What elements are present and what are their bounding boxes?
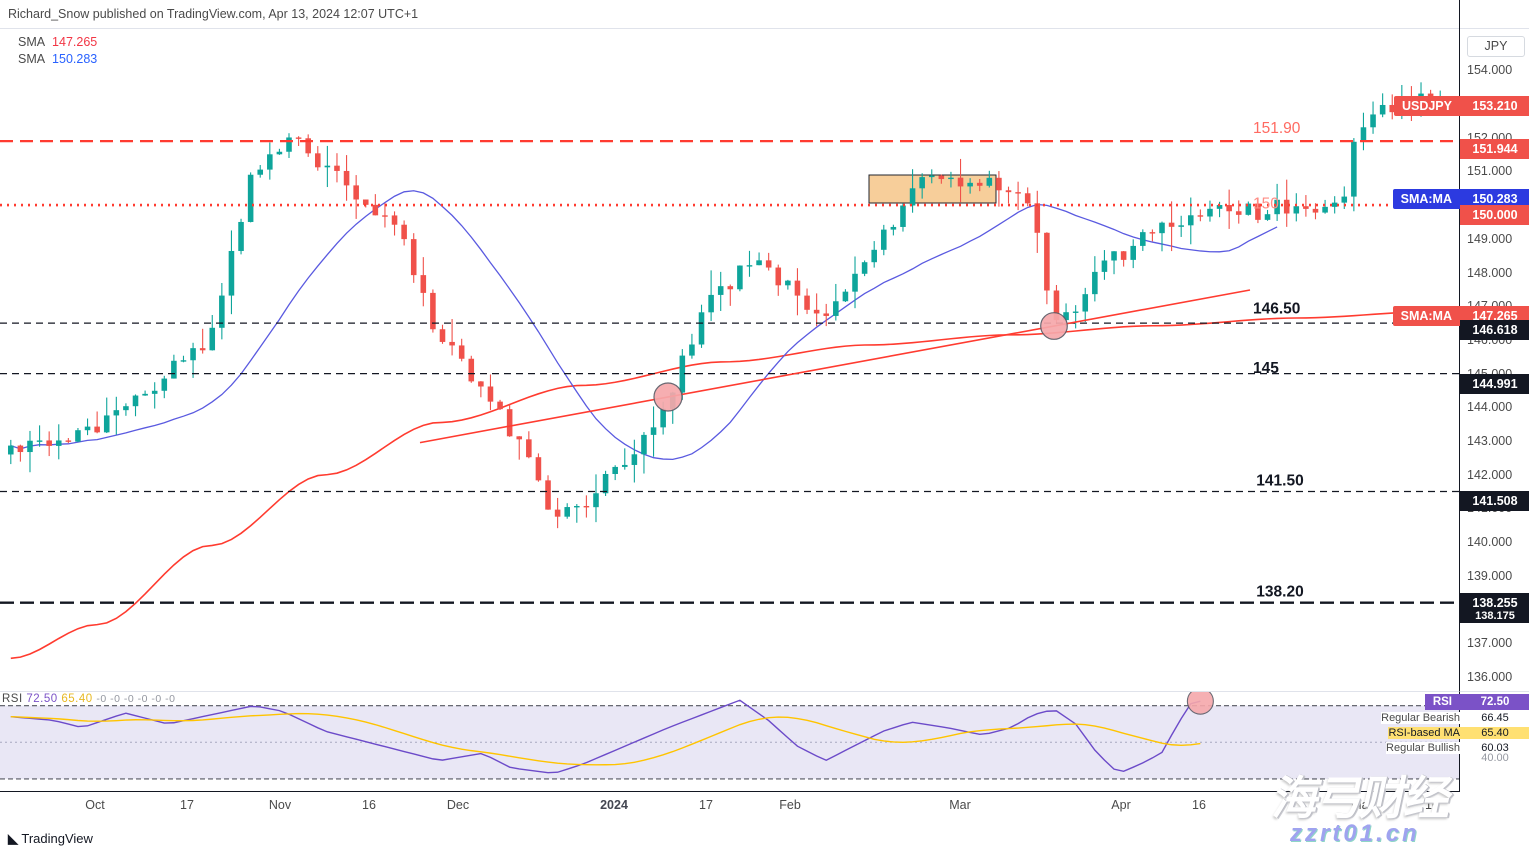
svg-text:146.50: 146.50 [1253,301,1300,318]
svg-text:150: 150 [1253,196,1279,213]
svg-text:141.50: 141.50 [1256,473,1303,490]
svg-text:151.90: 151.90 [1253,120,1301,137]
svg-text:145: 145 [1253,360,1279,377]
svg-text:138.20: 138.20 [1256,584,1303,601]
